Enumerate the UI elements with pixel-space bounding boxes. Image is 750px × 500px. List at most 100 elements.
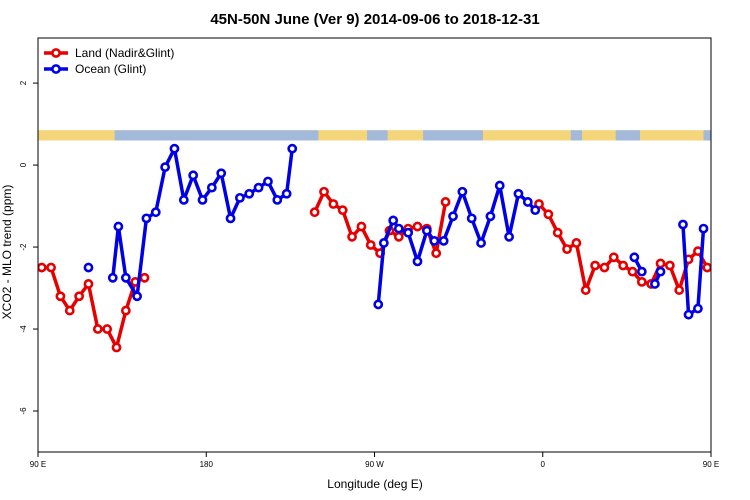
x-tick-label: 90 E: [703, 460, 719, 469]
land-data-point: [309, 207, 320, 218]
legend-ocean-marker: [51, 64, 61, 74]
ocean-data-point: [438, 236, 449, 246]
ocean-data-point: [429, 236, 440, 246]
y-tick-label: -6: [19, 407, 28, 415]
ocean-data-point: [412, 256, 423, 267]
ocean-data-point: [132, 291, 142, 302]
ocean-data-point: [281, 188, 292, 199]
ocean-data-point: [234, 192, 245, 203]
ocean-data-point: [83, 262, 94, 273]
ocean-data-point: [120, 272, 131, 283]
ocean-data-point: [225, 213, 236, 224]
land-data-point: [111, 342, 122, 353]
land-series-line: [41, 265, 146, 350]
ocean-data-point: [504, 231, 514, 242]
ocean-data-point: [272, 195, 283, 205]
ocean-strip-segment: [423, 130, 483, 141]
ocean-data-point: [655, 266, 666, 277]
ocean-data-point: [206, 182, 217, 193]
ocean-data-point: [494, 180, 505, 191]
ocean-data-point: [169, 143, 180, 154]
land-data-point: [543, 209, 554, 220]
ocean-data-point: [113, 221, 124, 232]
ocean-data-point: [388, 215, 399, 226]
land-data-point: [393, 231, 404, 242]
x-axis: 90 E 180 90 W 0 90 E: [30, 452, 719, 469]
land-data-point: [64, 305, 75, 316]
y-axis: 2 0 -2 -4 -6: [19, 80, 38, 415]
ocean-data-point: [485, 211, 496, 222]
land-data-point: [713, 266, 720, 273]
land-data-point: [590, 260, 600, 271]
ocean-data-point: [197, 195, 208, 205]
ocean-data-point: [216, 168, 227, 179]
y-tick-label: -4: [19, 325, 28, 333]
land-data-point: [347, 231, 357, 242]
land-data-point: [599, 262, 610, 273]
land-data-point: [74, 291, 85, 302]
land-data-point: [562, 244, 572, 254]
land-data-point: [83, 279, 94, 289]
ocean-data-point: [530, 205, 541, 216]
land-data-point: [356, 221, 367, 232]
ocean-data-point: [678, 219, 688, 230]
land-data-point: [337, 205, 348, 216]
land-data-point: [139, 272, 150, 283]
ocean-data-point: [693, 303, 703, 314]
legend-land-marker: [51, 48, 61, 58]
ocean-data-point: [393, 223, 404, 234]
land-data-point: [319, 186, 329, 197]
ocean-series-line: [376, 183, 537, 305]
ocean-data-point: [178, 195, 189, 205]
ocean-data-point: [188, 170, 199, 181]
y-tick-label: 2: [19, 80, 28, 85]
land-data-point: [655, 258, 666, 269]
ocean-data-point: [448, 211, 458, 222]
land-data-point: [722, 293, 729, 300]
ocean-strip-segment: [570, 130, 583, 141]
ocean-strip-segment: [703, 130, 711, 141]
legend-land-label: Land (Nadir&Glint): [75, 46, 174, 60]
land-data-point: [120, 305, 131, 316]
land-data-point: [328, 199, 339, 209]
ocean-data-point: [457, 186, 468, 197]
y-axis-label: XCO2 - MLO trend (ppm): [0, 185, 14, 320]
ocean-data-point: [378, 238, 389, 248]
land-data-point: [702, 262, 711, 273]
y-tick-label: -2: [19, 243, 28, 251]
ocean-strip-segment: [114, 130, 319, 141]
land-data-point: [55, 291, 66, 302]
ocean-strip-segment: [615, 130, 640, 141]
ocean-data-point: [287, 143, 298, 154]
ocean-data-point: [466, 213, 477, 224]
x-tick-label: 90 E: [30, 460, 46, 469]
y-tick-label: 0: [19, 162, 28, 167]
ocean-data-point: [629, 252, 640, 263]
land-data-point: [46, 262, 56, 273]
ocean-series-line: [681, 224, 706, 317]
ocean-data-point: [263, 176, 273, 187]
ocean-data-point: [421, 225, 432, 236]
ocean-data-point: [513, 188, 524, 199]
ocean-data-point: [683, 309, 694, 320]
land-data-point: [431, 248, 442, 259]
land-data-point: [618, 260, 629, 271]
ocean-data-point: [373, 299, 384, 310]
ocean-data-point: [636, 266, 647, 277]
legend: Land (Nadir&Glint) Ocean (Glint): [44, 46, 174, 76]
land-data-point: [608, 252, 619, 263]
land-data-point: [674, 285, 685, 295]
land-data-point: [580, 285, 591, 295]
x-tick-label: 90 W: [365, 460, 384, 469]
land-data-point: [571, 238, 582, 248]
land-data-point: [365, 240, 376, 250]
land-data-point: [741, 293, 748, 300]
land-data-point: [552, 227, 563, 238]
land-data-point: [440, 197, 451, 207]
land-data-point: [102, 324, 113, 334]
land-data-point: [92, 324, 103, 334]
ocean-data-point: [253, 182, 264, 193]
ocean-data-point: [107, 272, 118, 283]
legend-ocean-label: Ocean (Glint): [75, 62, 146, 76]
ocean-strip-segment: [367, 130, 388, 141]
